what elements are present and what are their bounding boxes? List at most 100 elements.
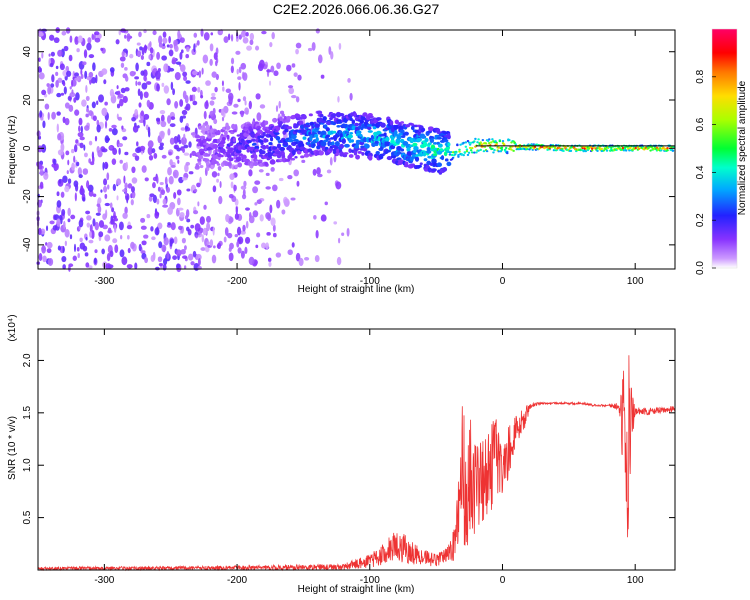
heatmap-cell <box>124 151 129 156</box>
heatmap-cell <box>271 184 278 192</box>
heatmap-cell <box>86 222 91 228</box>
heatmap-cell <box>240 250 245 259</box>
heatmap-cell <box>126 264 133 269</box>
heatmap-cell <box>533 146 537 149</box>
heatmap-cell <box>47 111 50 121</box>
heatmap-cell <box>177 30 181 39</box>
heatmap-cell <box>468 143 472 146</box>
heatmap-cell <box>56 111 61 116</box>
heatmap-cell <box>249 32 255 41</box>
heatmap-cell <box>279 120 283 125</box>
heatmap-cell <box>74 77 80 81</box>
heatmap-cell <box>109 250 114 258</box>
y-tick-label: 0.5 <box>22 510 33 524</box>
snr-y-axis-label: SNR (10 * v/v) <box>7 416 18 480</box>
heatmap-cell <box>390 144 396 150</box>
heatmap-cell <box>650 145 653 149</box>
heatmap-cell <box>562 149 565 153</box>
heatmap-cell <box>199 216 205 225</box>
heatmap-cell <box>296 180 300 187</box>
heatmap-cell <box>109 67 115 73</box>
heatmap-cell <box>111 158 117 165</box>
heatmap-cell <box>141 165 147 173</box>
heatmap-cell <box>349 117 353 121</box>
heatmap-cell <box>219 181 222 189</box>
heatmap-cell <box>85 113 89 118</box>
heatmap-cell <box>104 120 108 129</box>
heatmap-cell <box>143 117 146 127</box>
heatmap-cell <box>138 31 142 38</box>
heatmap-cell <box>228 147 235 151</box>
heatmap-cell <box>467 151 471 154</box>
heatmap-cell <box>243 180 247 187</box>
heatmap-cell <box>316 167 321 175</box>
heatmap-cell <box>281 113 285 117</box>
heatmap-cell <box>279 146 286 152</box>
heatmap-cell <box>62 246 65 254</box>
heatmap-cell <box>74 37 78 43</box>
heatmap-cell <box>238 81 241 91</box>
heatmap-cell <box>227 33 231 41</box>
heatmap-cell <box>100 47 104 51</box>
heatmap-cell <box>41 52 44 59</box>
heatmap-cell <box>420 135 427 139</box>
heatmap-cell <box>242 189 246 197</box>
heatmap-cell <box>185 209 190 218</box>
heatmap-cell <box>153 152 158 159</box>
heatmap-cell <box>322 116 327 121</box>
heatmap-cell <box>148 195 153 202</box>
heatmap-cell <box>140 55 144 60</box>
heatmap-cell <box>48 53 51 57</box>
heatmap-cell <box>76 247 80 252</box>
heatmap-cell <box>240 30 247 38</box>
heatmap-cell <box>82 197 86 202</box>
figure-title: C2E2.2026.066.06.36.G27 <box>273 1 440 17</box>
heatmap-cell <box>118 93 124 99</box>
heatmap-cell <box>228 216 234 223</box>
heatmap-cell <box>78 174 83 179</box>
heatmap-cell <box>63 45 69 52</box>
heatmap-cell <box>67 159 70 166</box>
heatmap-cell <box>235 156 242 162</box>
colorbar-label: Normalized spectral amplitude <box>737 80 748 215</box>
heatmap-cell <box>183 75 188 82</box>
heatmap-cell <box>92 115 97 122</box>
heatmap-cell <box>219 154 224 158</box>
heatmap-cell <box>209 239 214 247</box>
heatmap-cell <box>55 71 59 77</box>
heatmap-cell <box>210 96 217 100</box>
heatmap-cell <box>265 172 270 177</box>
heatmap-cell <box>288 87 295 95</box>
heatmap-cell <box>242 72 248 81</box>
heatmap-cell <box>470 146 474 150</box>
heatmap-cell <box>253 154 258 160</box>
heatmap-cell <box>38 227 42 236</box>
heatmap-cell <box>84 70 88 80</box>
heatmap-cell <box>342 154 348 158</box>
heatmap-cell <box>430 144 436 150</box>
heatmap-cell <box>198 230 201 236</box>
heatmap-cell <box>286 115 291 121</box>
heatmap-cell <box>355 154 360 160</box>
heatmap-cell <box>57 245 62 251</box>
heatmap-cell <box>286 64 292 72</box>
heatmap-cell <box>156 83 160 92</box>
heatmap-cell <box>240 110 244 118</box>
heatmap-cell <box>403 131 409 136</box>
heatmap-cell <box>347 77 351 83</box>
snr-chart: -300 -200 -100 0 100 0.5 1.0 1.5 2.0 Height of … <box>7 314 676 595</box>
heatmap-cell <box>56 218 61 227</box>
heatmap-cell <box>68 263 74 267</box>
y-tick-label: 2.0 <box>22 353 33 367</box>
heatmap-cell <box>451 156 455 159</box>
heatmap-cell <box>182 255 188 259</box>
heatmap-cell <box>423 158 428 162</box>
heatmap-cell <box>442 167 448 172</box>
heatmap-cell <box>86 107 89 113</box>
heatmap-cell <box>261 30 267 35</box>
heatmap-cell <box>260 142 264 146</box>
heatmap-cell <box>355 139 362 143</box>
heatmap-cell <box>350 139 355 143</box>
heatmap-cell <box>73 144 78 153</box>
heatmap-cell <box>311 41 316 51</box>
